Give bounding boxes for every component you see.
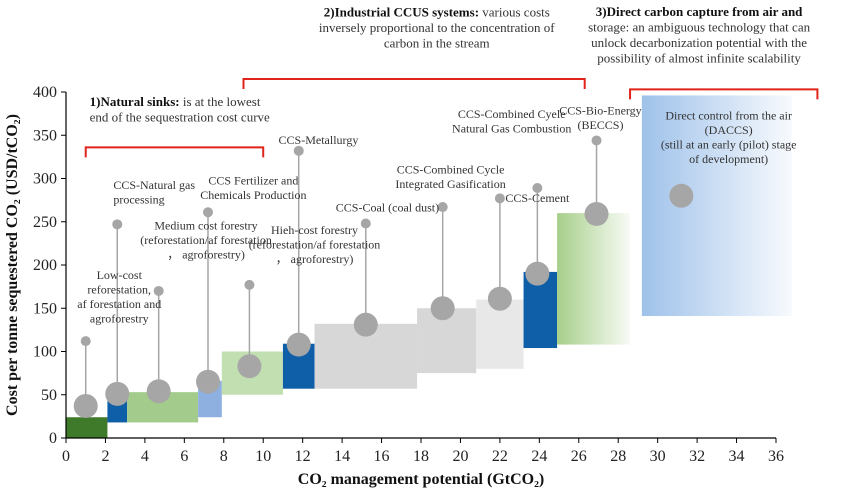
marker-circle-7	[430, 296, 455, 321]
x-tick-label-22: 22	[492, 448, 508, 465]
x-tick-label-18: 18	[413, 448, 429, 465]
x-tick-label-14: 14	[334, 448, 350, 465]
category-bracket-0	[84, 146, 265, 158]
x-tick-label-4: 4	[141, 448, 149, 465]
tech-label-2: Low-cost reforestation, af forestation and…	[77, 268, 161, 326]
tech-label-5: CCS-Metallurgy	[279, 133, 359, 147]
marker-top-dot-10	[591, 135, 602, 146]
x-tick-label-24: 24	[531, 448, 547, 465]
marker-circle-9	[525, 261, 550, 286]
category-title-0: 1)Natural sinks: is at the lowest end of …	[90, 94, 270, 125]
marker-top-dot-5	[293, 145, 304, 156]
category-title-1: 2)Industrial CCUS systems: various costs…	[319, 5, 555, 51]
x-tick-label-8: 8	[220, 448, 228, 465]
tech-label-0: CCS-Natural gas processing	[113, 178, 195, 207]
marker-circle-0	[73, 393, 98, 418]
marker-circle-3	[196, 369, 220, 394]
cost-box-8	[476, 299, 524, 369]
tech-label-8: CCS-Combined Cyele Natural Gas Combustion	[452, 107, 571, 136]
tech-label-9: CCS-Cement	[505, 191, 570, 205]
marker-circle-5	[286, 332, 311, 357]
tech-label-6: CCS-Coal (coal dust)	[336, 200, 439, 214]
marker-circle-2	[146, 379, 171, 404]
x-tick-label-36: 36	[768, 448, 784, 465]
category-bracket-1	[242, 78, 586, 90]
x-tick-label-30: 30	[650, 448, 666, 465]
marker-top-dot-3	[203, 207, 213, 218]
tech-label-10: CCS-Bio-Energy (BECCS)	[559, 103, 641, 131]
x-tick-label-28: 28	[610, 448, 626, 465]
y-tick-label-400: 400	[33, 84, 57, 101]
x-tick-label-6: 6	[180, 448, 188, 465]
marker-circle-8	[487, 286, 512, 311]
x-tick-label-10: 10	[255, 448, 271, 465]
cost-box-10	[557, 213, 631, 345]
x-tick-label-26: 26	[571, 448, 587, 465]
marker-circle-1	[105, 381, 130, 406]
marker-top-dot-2	[153, 285, 164, 296]
tech-label-7: CCS-Combined Cycle Integrated Gasificatio…	[395, 162, 505, 191]
y-tick-label-50: 50	[41, 387, 57, 404]
marker-top-dot-7	[437, 202, 448, 213]
marker-top-dot-9	[532, 183, 543, 194]
x-tick-label-20: 20	[452, 448, 468, 465]
x-axis-title: CO₂ management potential (GtCO₂)	[298, 471, 544, 488]
y-tick-label-350: 350	[33, 127, 57, 144]
marker-top-dot-4	[244, 279, 255, 290]
y-tick-label-300: 300	[33, 171, 57, 188]
x-tick-label-12: 12	[295, 448, 311, 465]
y-axis-title: Cost per tonne sequestered CO₂ (USD/tCO₂…	[4, 114, 21, 416]
cost-markers	[73, 135, 694, 418]
cost-boxes	[66, 95, 792, 438]
y-tick-label-0: 0	[49, 430, 57, 447]
cost-box-11	[641, 95, 792, 317]
category-bracket-2	[629, 88, 819, 100]
tech-label-3: CCS Fertilizer and Chemicals Production	[200, 174, 306, 203]
y-tick-label-150: 150	[33, 300, 57, 317]
marker-circle-10	[584, 201, 609, 226]
tech-label-11: Direct control from the air (DACCS) (still…	[661, 109, 797, 166]
tech-label-1: Medium cost forestry (reforestation/af fo…	[140, 219, 272, 262]
marker-top-dot-8	[494, 193, 505, 204]
y-tick-label-200: 200	[33, 257, 57, 274]
category-title-2: 3)Direct carbon capture from air and stor…	[588, 4, 811, 66]
x-tick-label-32: 32	[689, 448, 705, 465]
x-tick-label-16: 16	[374, 448, 390, 465]
cost-box-0	[66, 417, 108, 438]
marker-circle-4	[237, 354, 262, 379]
marker-circle-11	[669, 183, 694, 208]
marker-circle-6	[353, 312, 378, 337]
marker-top-dot-0	[80, 336, 91, 347]
x-tick-label-2: 2	[101, 448, 109, 465]
x-tick-label-0: 0	[62, 448, 70, 465]
category-annotations: 1)Natural sinks: is at the lowest end of …	[84, 4, 819, 158]
tech-label-4: Hieh-cost forestry (reforestation/af fore…	[249, 223, 381, 266]
x-tick-label-34: 34	[729, 448, 745, 465]
marker-top-dot-1	[112, 219, 123, 230]
y-tick-label-100: 100	[33, 344, 57, 361]
marker-top-dot-6	[360, 218, 371, 229]
technology-labels: CCS-Natural gas processing Medium cost for…	[77, 103, 796, 325]
y-tick-label-250: 250	[33, 214, 57, 231]
